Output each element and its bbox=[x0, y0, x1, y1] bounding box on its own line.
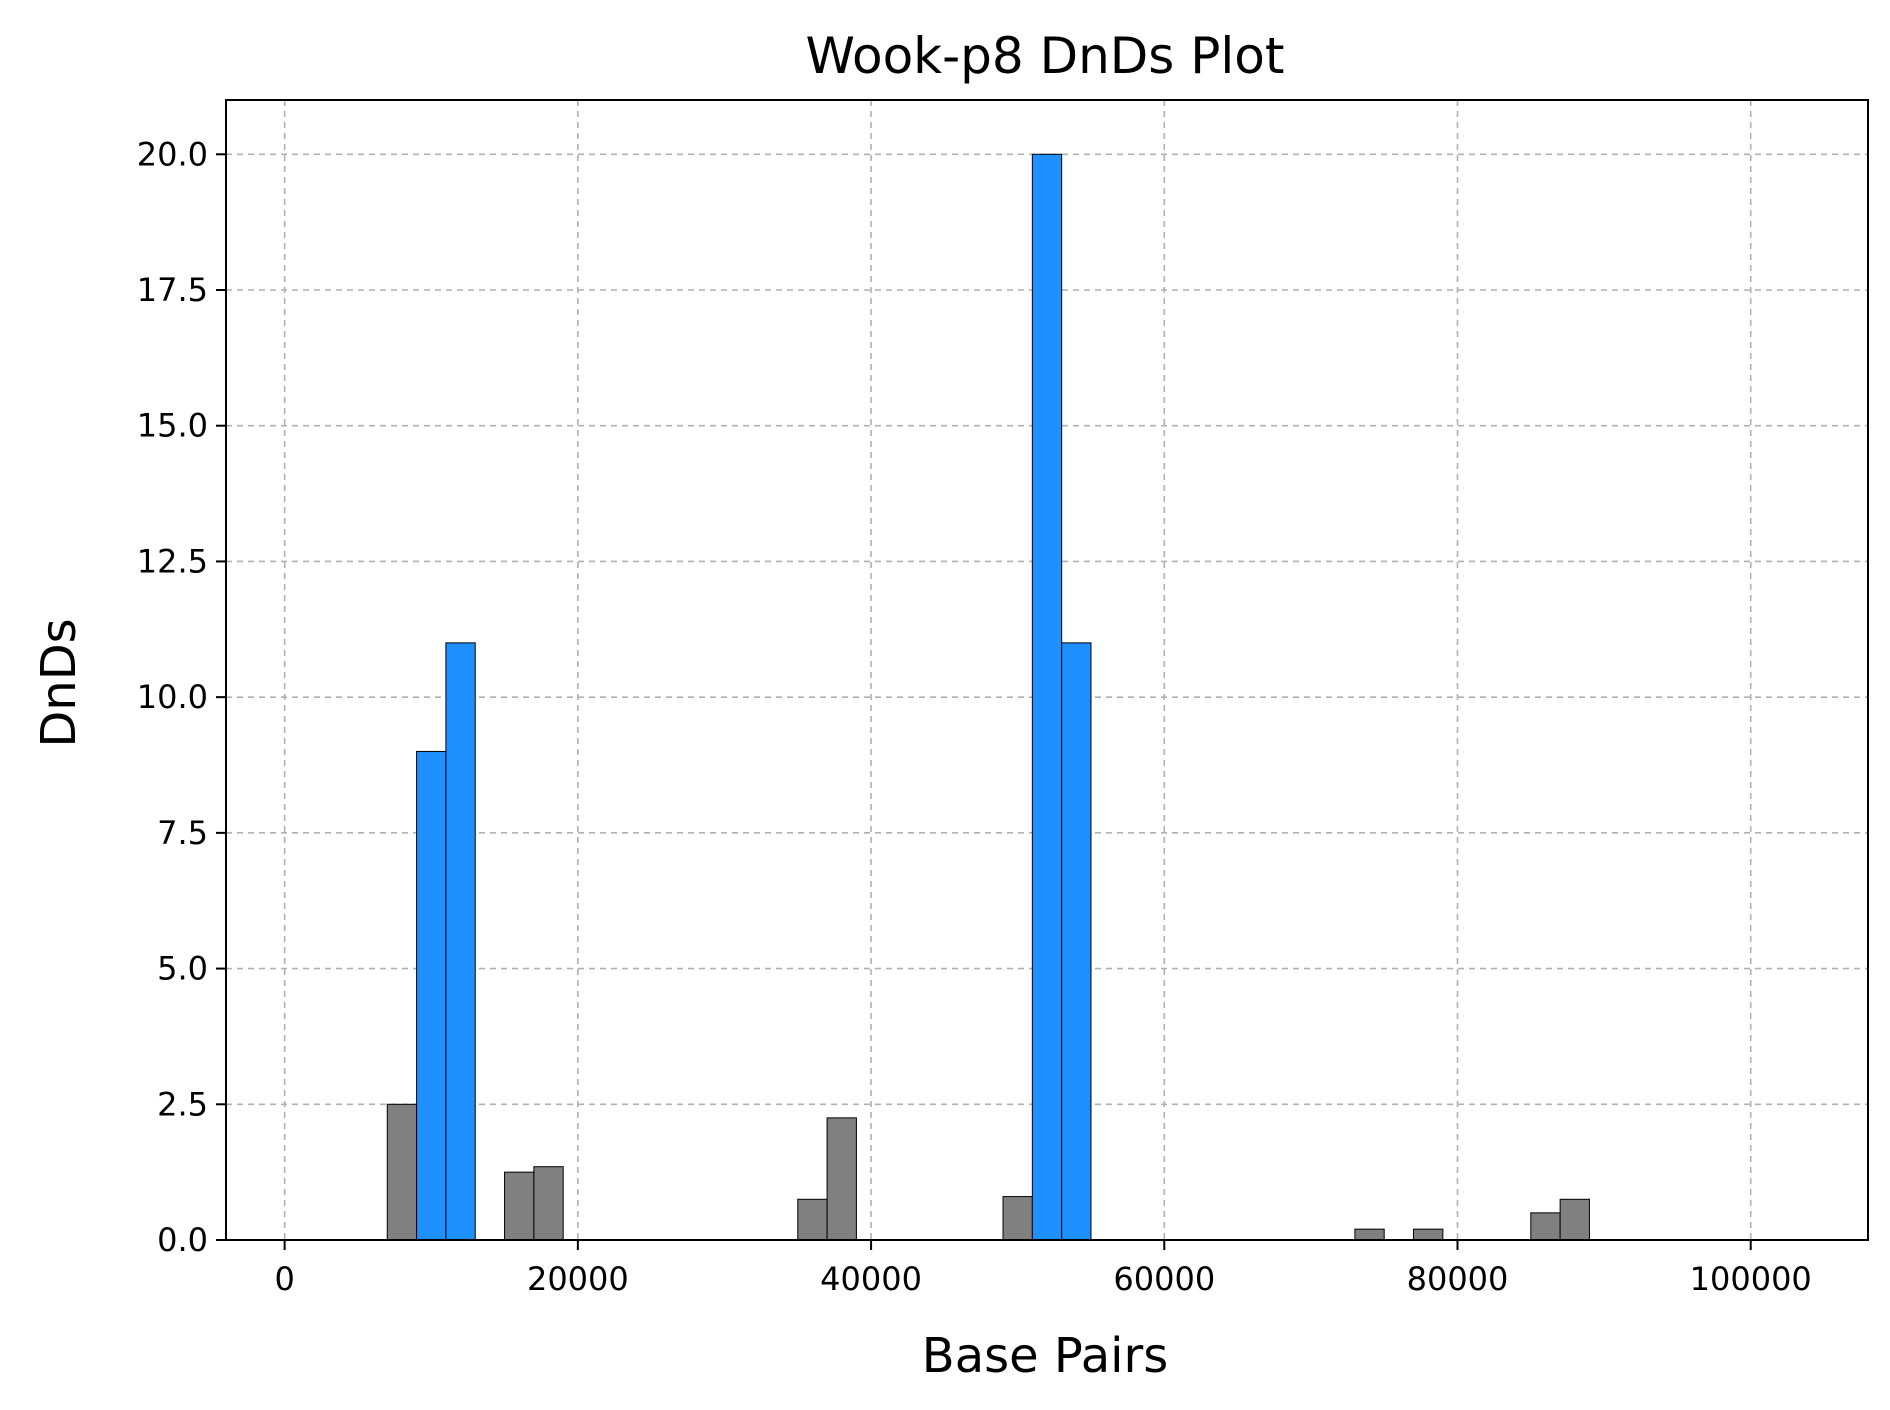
plot-frame bbox=[225, 99, 1869, 1241]
y-tick-label: 20.0 bbox=[137, 135, 208, 173]
bar bbox=[386, 1103, 418, 1241]
chart-title: Wook-p8 DnDs Plot bbox=[805, 27, 1284, 85]
bar bbox=[1559, 1198, 1590, 1241]
y-tick-label: 10.0 bbox=[137, 678, 208, 716]
bar bbox=[416, 750, 447, 1241]
bar bbox=[1354, 1228, 1385, 1241]
bar bbox=[797, 1198, 828, 1241]
x-tick-label: 60000 bbox=[1113, 1260, 1215, 1298]
y-tick-label: 5.0 bbox=[157, 950, 208, 988]
bar bbox=[1061, 642, 1092, 1241]
y-tick-label: 15.0 bbox=[137, 407, 208, 445]
y-tick-label: 17.5 bbox=[137, 271, 208, 309]
bar bbox=[1530, 1212, 1561, 1241]
y-tick-label: 0.0 bbox=[157, 1221, 208, 1259]
x-tick-label: 40000 bbox=[820, 1260, 922, 1298]
bar bbox=[1002, 1196, 1033, 1241]
y-axis-label: DnDs bbox=[31, 618, 87, 747]
bar-layer bbox=[386, 153, 1590, 1241]
y-tick-label: 12.5 bbox=[137, 542, 208, 580]
y-tick-label: 2.5 bbox=[157, 1085, 208, 1123]
bar bbox=[1031, 153, 1063, 1241]
x-axis-label: Base Pairs bbox=[922, 1328, 1168, 1384]
y-tick-label: 7.5 bbox=[157, 814, 208, 852]
x-tick-label: 0 bbox=[274, 1260, 294, 1298]
bar bbox=[826, 1117, 857, 1241]
x-tick-label: 80000 bbox=[1407, 1260, 1509, 1298]
tick-layer: 0 20000 40000 60000 80000 100000 0.0 2.5 5.0 7.5 1… bbox=[137, 135, 1812, 1298]
bar bbox=[445, 642, 476, 1241]
bar bbox=[504, 1171, 535, 1241]
x-tick-label: 20000 bbox=[527, 1260, 629, 1298]
x-tick-label: 100000 bbox=[1690, 1260, 1812, 1298]
bar bbox=[533, 1166, 564, 1241]
bar bbox=[1413, 1228, 1444, 1241]
